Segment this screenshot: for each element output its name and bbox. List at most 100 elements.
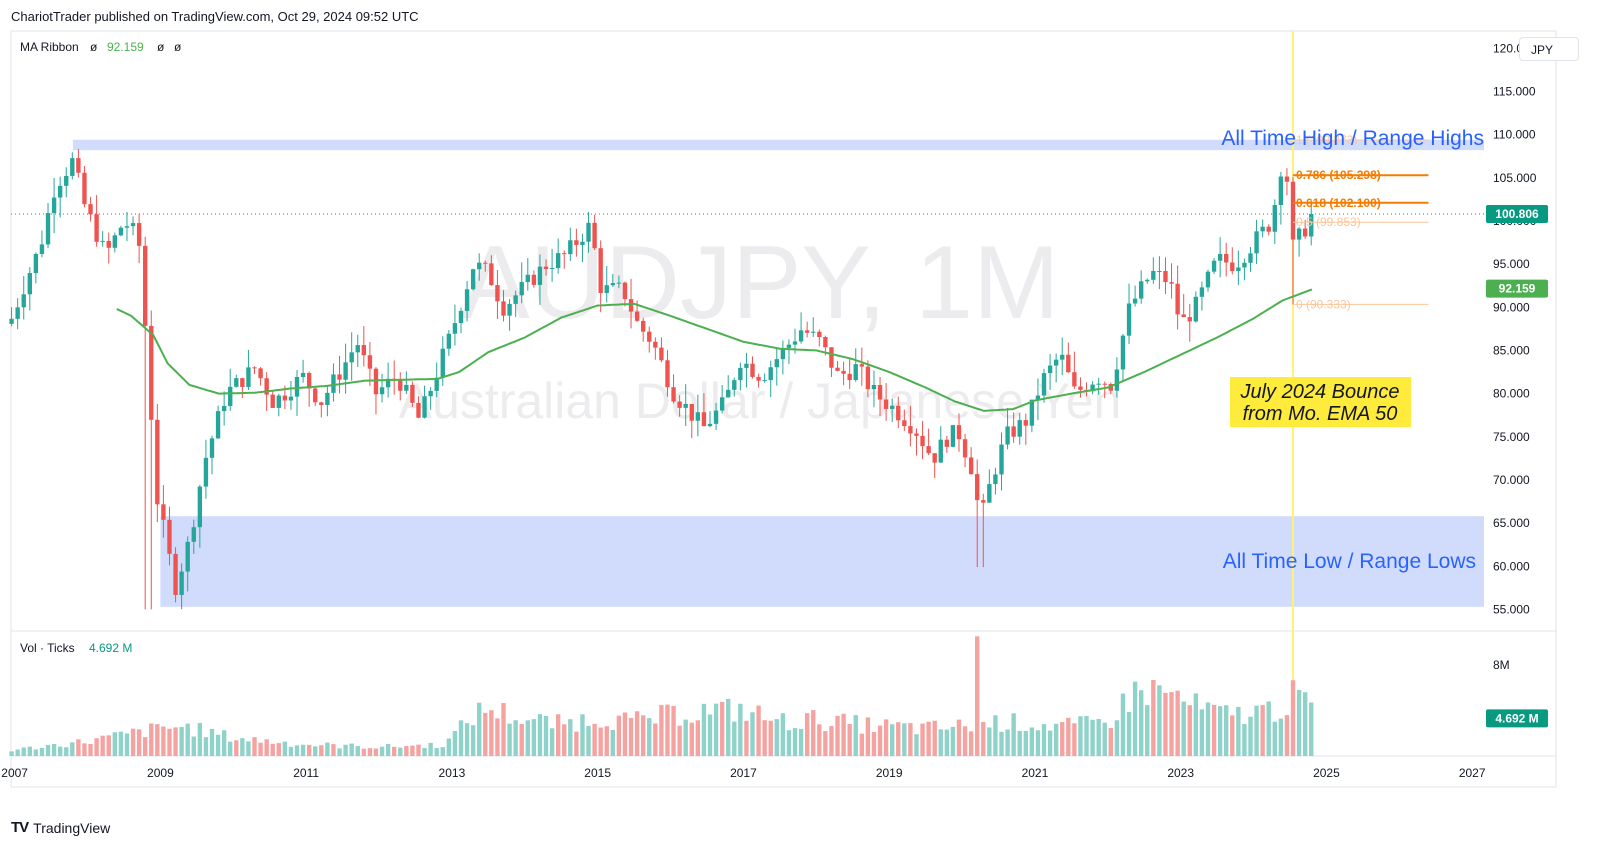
candle-body xyxy=(634,311,640,321)
volume-bar xyxy=(1017,730,1022,756)
candle-body xyxy=(956,425,962,440)
volume-bar xyxy=(1126,712,1132,756)
candle-body xyxy=(1114,369,1120,391)
indicator-legend-name: MA Ribbon xyxy=(20,40,79,54)
volume-bar xyxy=(962,726,968,756)
y-axis-tick-label: 115.000 xyxy=(1493,84,1536,98)
candle-body xyxy=(76,158,81,173)
candle-body xyxy=(859,364,865,367)
volume-bar xyxy=(1023,730,1028,756)
x-axis-tick-label: 2025 xyxy=(1313,766,1340,780)
candle-body xyxy=(118,227,124,236)
volume-axis-tick-label: 8M xyxy=(1493,658,1510,672)
volume-bar xyxy=(1193,693,1199,756)
volume-bar xyxy=(616,715,622,756)
volume-bar xyxy=(246,741,251,756)
volume-bar xyxy=(914,734,919,756)
y-axis-tick-label: 95.000 xyxy=(1493,257,1530,271)
candle-body xyxy=(671,387,676,402)
y-axis-tick-label: 80.000 xyxy=(1493,387,1530,401)
candle-body xyxy=(981,500,986,503)
volume-bar xyxy=(161,726,166,756)
candle-body xyxy=(798,330,804,342)
candle-body xyxy=(1017,420,1022,437)
candle-body xyxy=(683,403,688,408)
volume-bar xyxy=(926,721,931,756)
tradingview-logo-icon: TV xyxy=(11,819,29,836)
candle-body xyxy=(877,384,883,400)
volume-bar xyxy=(902,723,907,756)
volume-bar xyxy=(622,712,628,756)
volume-bar xyxy=(428,742,433,756)
range-high-label: All Time High / Range Highs xyxy=(1221,127,1484,150)
volume-bar xyxy=(458,720,464,756)
volume-bar xyxy=(1169,692,1174,756)
candle-body xyxy=(343,362,348,380)
range-zones xyxy=(72,139,1485,607)
volume-bar xyxy=(15,749,20,756)
candle-body xyxy=(598,248,603,294)
volume-bar xyxy=(932,720,937,756)
volume-tag: 4.692 M xyxy=(1495,711,1538,725)
candle-body xyxy=(1047,365,1053,374)
volume-bar xyxy=(234,740,239,756)
fibonacci-levels: 1 (109.373) 0.786 (105.298) 0.618 (102.100… xyxy=(1292,133,1429,311)
y-axis-tick-label: 85.000 xyxy=(1493,343,1530,357)
volume-bar xyxy=(920,723,925,756)
candle-body xyxy=(1296,228,1302,240)
candle-body xyxy=(975,474,980,501)
volume-bar xyxy=(136,729,142,756)
range-low-zone xyxy=(160,516,1485,607)
publisher-line: ChariotTrader published on TradingView.c… xyxy=(11,9,419,24)
volume-bar xyxy=(452,731,458,756)
candle-body xyxy=(319,402,324,406)
candle-body xyxy=(707,423,713,427)
volume-bar xyxy=(993,715,998,756)
y-axis-tick-label: 75.000 xyxy=(1493,430,1530,444)
candle-body xyxy=(106,240,111,248)
volume-bar xyxy=(555,714,561,756)
candle-body xyxy=(817,331,822,338)
volume-bar xyxy=(1102,722,1107,756)
candle-body xyxy=(780,347,786,360)
candle-body xyxy=(124,226,130,228)
candle-body xyxy=(136,223,142,246)
candle-body xyxy=(288,396,294,401)
candle-body xyxy=(1072,372,1077,387)
candle-body xyxy=(143,245,148,326)
candle-body xyxy=(835,367,840,371)
candle-body xyxy=(21,294,26,308)
volume-bar xyxy=(477,702,482,756)
y-axis-tick-label: 55.000 xyxy=(1493,602,1530,616)
volume-bar xyxy=(592,723,597,756)
volume-bar xyxy=(392,746,397,756)
volume-bar xyxy=(1114,720,1120,756)
candle-body xyxy=(1205,271,1211,288)
volume-bar xyxy=(100,735,105,756)
volume-bar xyxy=(543,715,549,756)
volume-bar xyxy=(756,705,761,756)
volume-bar xyxy=(1290,680,1296,756)
currency-button[interactable]: JPY xyxy=(1519,37,1579,61)
volume-bar xyxy=(1138,690,1144,756)
candle-body xyxy=(1236,267,1241,272)
volume-bar xyxy=(385,743,391,756)
candle-body xyxy=(185,541,190,572)
candle-body xyxy=(130,223,136,227)
volume-bar xyxy=(1011,713,1016,756)
volume-bar xyxy=(489,710,494,756)
candle-body xyxy=(100,240,105,242)
candle-body xyxy=(495,285,500,302)
volume-bar xyxy=(9,751,14,756)
volume-bar xyxy=(562,724,567,756)
candle-body xyxy=(1284,176,1290,182)
candle-body xyxy=(944,439,950,447)
volume-bar xyxy=(677,725,682,756)
candle-body xyxy=(926,446,931,454)
y-axis-tick-label: 65.000 xyxy=(1493,516,1530,530)
candle-body xyxy=(1108,384,1114,391)
candle-body xyxy=(1278,176,1284,206)
y-axis-tick-label: 110.000 xyxy=(1493,128,1536,142)
tradingview-brand[interactable]: TV TradingView xyxy=(11,819,110,836)
